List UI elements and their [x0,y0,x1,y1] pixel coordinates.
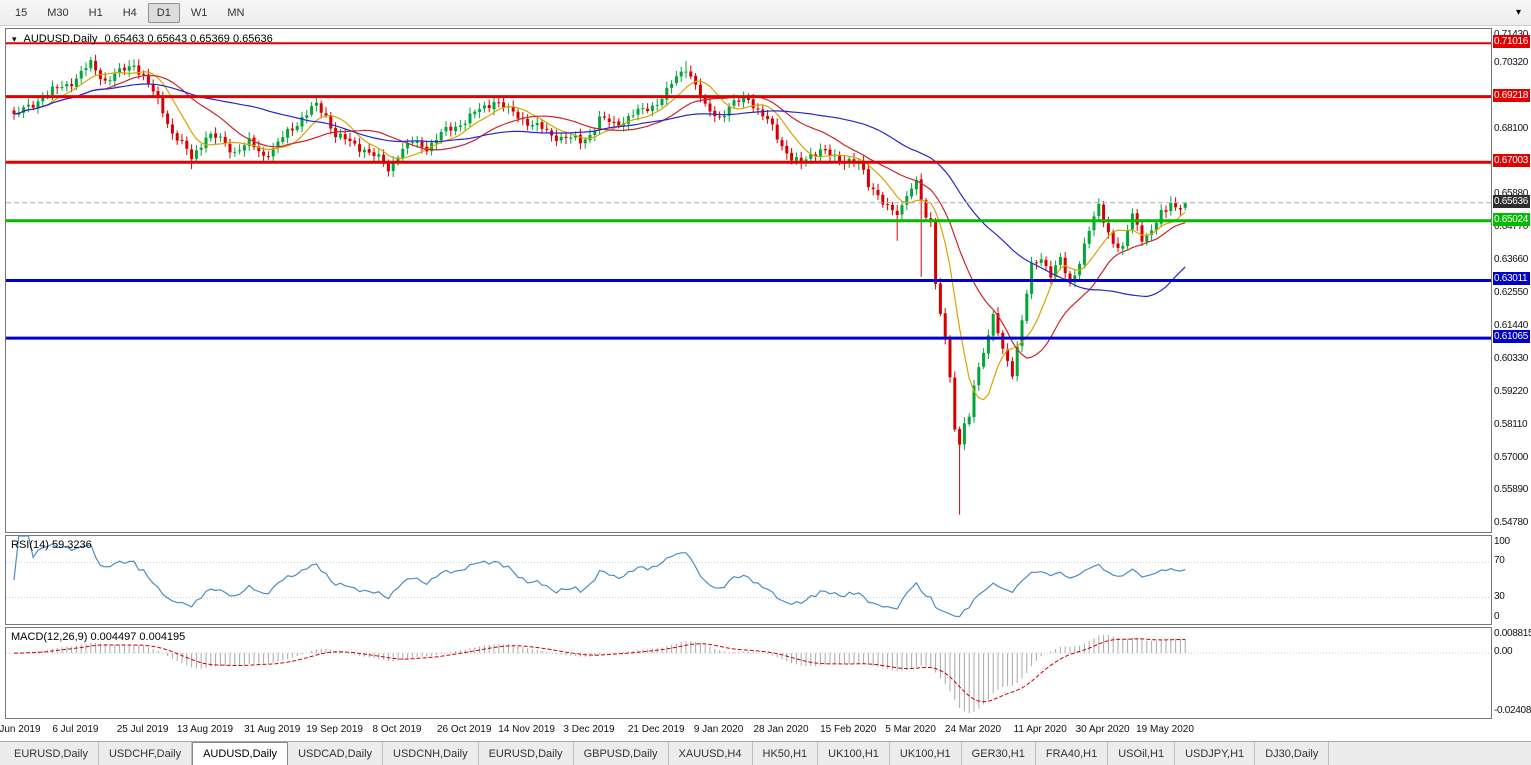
chart-tab-USDCNH-Daily[interactable]: USDCNH,Daily [383,742,479,765]
macd-panel[interactable]: MACD(12,26,9) 0.004497 0.004195 [5,627,1492,719]
rsi-axis[interactable]: 100 70 30 0 [1493,535,1531,625]
chart-tab-EURUSD-Daily[interactable]: EURUSD,Daily [479,742,574,765]
timeframe-button-H4[interactable]: H4 [122,6,137,19]
macd-axis-tick: 0.00 [1494,646,1513,658]
timeframe-button-M30[interactable]: M30 [47,6,69,19]
chart-tab-USDJPY-H1[interactable]: USDJPY,H1 [1175,742,1256,765]
time-axis-label: 30 Apr 2020 [1075,724,1130,735]
time-axis-label: 5 Mar 2020 [885,724,936,735]
price-level-flag: 0.67003 [1493,154,1530,168]
price-axis-tick: 0.61440 [1494,320,1529,331]
macd-axis-tick: -0.02408 [1494,705,1531,716]
price-level-flag: 0.61065 [1493,330,1530,344]
moving-average-fast [13,71,1186,401]
current-price-flag: 0.65636 [1493,194,1530,208]
rsi-axis-tick: 100 [1494,536,1510,547]
chart-tabs-bar: EURUSD,Daily USDCHF,Daily AUDUSD,Daily USDC… [0,741,1531,765]
price-axis-tick: 0.62550 [1494,287,1529,299]
timeframe-button-15[interactable]: 15 [15,6,28,19]
time-axis-label: 21 Dec 2019 [627,724,685,735]
price-axis-tick: 0.70320 [1494,56,1529,68]
time-axis-label: 31 Aug 2019 [244,724,301,735]
time-axis-label: 19 Sep 2019 [306,724,363,735]
price-axis-tick: 0.64770 [1494,221,1529,233]
chart-tab-XAUUSD-H4[interactable]: XAUUSD,H4 [669,742,753,765]
main-chart-panel[interactable]: ▾ AUDUSD,Daily 0.65463 0.65643 0.65369 0… [5,28,1492,533]
timeframe-button-MN[interactable]: MN [227,6,245,19]
price-axis-tick: 0.71430 [1494,29,1528,40]
macd-canvas[interactable] [6,628,1491,718]
chart-tab-FRA40-H1[interactable]: FRA40,H1 [1036,742,1109,765]
time-axis-label: 6 Jul 2019 [52,724,99,735]
time-axis[interactable]: 18 Jun 2019 6 Jul 2019 25 Jul 2019 13 Aug 2… [0,721,1492,739]
price-axis-tick: 0.54780 [1494,517,1529,529]
chart-tab-UK100-H1[interactable]: UK100,H1 [818,742,890,765]
price-axis-tick: 0.65880 [1494,188,1528,199]
chart-tab-GBPUSD-Daily[interactable]: GBPUSD,Daily [574,742,669,765]
price-axis-tick: 0.57000 [1494,451,1529,463]
time-axis-label: 26 Oct 2019 [436,724,492,735]
chart-tab-UK100-H1[interactable]: UK100,H1 [890,742,962,765]
chart-tab-DJ30-Daily[interactable]: DJ30,Daily [1255,742,1330,765]
price-axis-tick: 0.55890 [1494,484,1529,496]
price-axis-tick: 0.60330 [1494,352,1529,364]
main-chart-canvas[interactable] [6,29,1491,532]
price-axis-tick: 0.63660 [1494,254,1529,266]
chart-tab-GER30-H1[interactable]: GER30,H1 [962,742,1036,765]
chart-tab-USOil-H1[interactable]: USOil,H1 [1108,742,1176,765]
price-level-flag: 0.63011 [1493,272,1530,286]
chart-tab-USDCHF-Daily[interactable]: USDCHF,Daily [99,742,193,765]
chart-tab-AUDUSD-Daily[interactable]: AUDUSD,Daily [192,742,289,765]
time-axis-label: 8 Oct 2019 [372,724,422,735]
rsi-axis-tick: 0 [1494,611,1500,622]
time-axis-label: 24 Mar 2020 [944,724,1002,735]
price-axis-tick: 0.58110 [1494,418,1528,430]
chart-title: ▾ AUDUSD,Daily 0.65463 0.65643 0.65369 0… [12,33,273,45]
chart-ohlc-values: 0.65463 0.65643 0.65369 0.65636 [104,33,273,45]
time-axis-label: 9 Jan 2020 [693,724,744,735]
timeframe-button-D1[interactable]: D1 [147,2,180,23]
price-axis-tick: 0.59220 [1494,385,1529,397]
time-axis-label: 25 Jul 2019 [116,724,169,735]
time-axis-label: 28 Jan 2020 [753,724,809,735]
moving-average-medium [13,74,1186,359]
moving-average-slow [13,83,1186,298]
macd-axis[interactable]: 0.008815 0.00 -0.02408 [1493,627,1531,719]
toolbar-overflow-icon[interactable]: ▾ [1515,7,1521,18]
macd-signal-line [14,638,1186,703]
timeframe-button-W1[interactable]: W1 [190,6,208,19]
rsi-indicator-label: RSI(14) 59.3236 [11,539,92,551]
chart-tab-USDCAD-Daily[interactable]: USDCAD,Daily [288,742,384,765]
timeframe-button-group: 15 M30 H1 H4 D1 W1 MN [6,2,253,23]
price-axis-tick: 0.68100 [1494,122,1529,134]
chart-workspace: ▾ AUDUSD,Daily 0.65463 0.65643 0.65369 0… [0,26,1531,741]
time-axis-label: 15 Feb 2020 [820,724,877,735]
time-axis-label: 14 Nov 2019 [498,724,555,735]
time-axis-label: 3 Dec 2019 [563,724,615,735]
chart-tab-HK50-H1[interactable]: HK50,H1 [753,742,819,765]
price-level-flag: 0.69218 [1493,88,1530,102]
chart-tab-EURUSD-Daily[interactable]: EURUSD,Daily [4,742,99,765]
timeframe-button-H1[interactable]: H1 [88,6,103,19]
rsi-axis-tick: 30 [1494,590,1505,602]
time-axis-label: 18 Jun 2019 [0,724,41,735]
rsi-canvas[interactable] [6,536,1491,624]
time-axis-label: 13 Aug 2019 [176,724,234,735]
macd-indicator-label: MACD(12,26,9) 0.004497 0.004195 [11,631,186,643]
rsi-line [13,536,1186,618]
rsi-axis-tick: 70 [1494,555,1505,567]
chart-symbol-label: AUDUSD,Daily [23,33,98,45]
time-axis-label: 11 Apr 2020 [1013,724,1067,735]
rsi-panel[interactable]: RSI(14) 59.3236 [5,535,1492,625]
time-axis-label: 19 May 2020 [1136,724,1194,735]
macd-axis-tick: 0.008815 [1494,628,1531,639]
price-level-flag: 0.71016 [1493,35,1530,49]
chart-dropdown-icon[interactable]: ▾ [12,33,17,44]
price-axis[interactable]: 0.714300.703200.692100.681000.669900.658… [1493,28,1531,533]
price-level-flag: 0.65024 [1493,212,1530,226]
timeframe-toolbar: 15 M30 H1 H4 D1 W1 MN ▾ [0,0,1531,26]
